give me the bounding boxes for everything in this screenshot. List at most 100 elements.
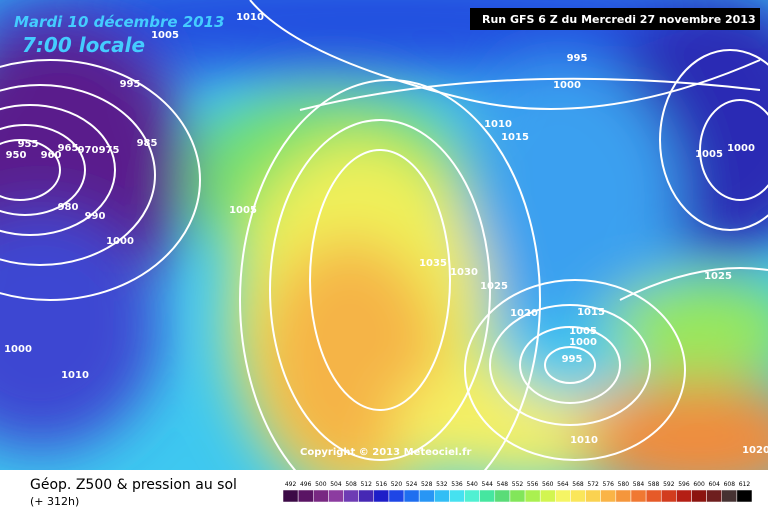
legend-label: 604 <box>708 481 720 488</box>
isobar-label: 1020 <box>510 308 538 319</box>
legend-swatch <box>555 489 571 503</box>
legend-label: 500 <box>315 481 327 488</box>
legend-label: 532 <box>436 481 448 488</box>
isobar-label: 995 <box>567 53 588 64</box>
isobar-label: 995 <box>562 354 583 365</box>
legend-swatch <box>297 489 314 503</box>
isobar-label: 1000 <box>569 337 597 348</box>
legend-label: 556 <box>527 481 539 488</box>
legend-swatch <box>630 489 647 503</box>
legend-label: 592 <box>663 481 675 488</box>
legend-label: 524 <box>406 481 418 488</box>
isobar-label: 995 <box>120 79 141 90</box>
isobar-label: 1020 <box>742 445 768 456</box>
legend-swatch <box>721 489 738 503</box>
isobar-label: 1000 <box>553 80 581 91</box>
legend-swatch <box>706 489 722 503</box>
legend: 492 496 500 504 508 512 516 520 524 528 532 536 540 5… <box>282 481 753 503</box>
legend-label: 512 <box>360 481 372 488</box>
isobar-label: 955 <box>18 139 39 150</box>
isobar-label: 1000 <box>727 143 755 154</box>
legend-swatch <box>328 489 344 503</box>
legend-label: 588 <box>648 481 660 488</box>
legend-swatch <box>373 489 390 503</box>
legend-swatch <box>434 489 450 503</box>
legend-swatch <box>449 489 465 503</box>
isobar-label: 1025 <box>704 271 732 282</box>
legend-swatch <box>479 489 496 503</box>
legend-swatch <box>570 489 586 503</box>
legend-swatch <box>494 489 511 503</box>
isobar-label: 960 <box>41 150 62 161</box>
isobar-label: 1010 <box>570 435 598 446</box>
footer-title: Géop. Z500 & pression au sol <box>30 477 237 493</box>
isobar-label: 1035 <box>419 258 447 269</box>
legend-label: 496 <box>300 481 312 488</box>
legend-label: 540 <box>466 481 478 488</box>
legend-label: 596 <box>678 481 690 488</box>
legend-swatch <box>418 489 435 503</box>
time: 7:00 locale <box>22 33 145 57</box>
isobar-label: 1005 <box>151 30 179 41</box>
isobar-label: 990 <box>85 211 106 222</box>
legend-swatch <box>313 489 329 503</box>
copyright: Copyright © 2013 Meteociel.fr <box>300 447 471 458</box>
run-box <box>470 8 760 30</box>
legend-label: 572 <box>587 481 599 488</box>
legend-swatch <box>691 489 707 503</box>
legend-swatch <box>660 489 677 503</box>
legend-label: 528 <box>421 481 433 488</box>
legend-label: 608 <box>724 481 736 488</box>
isobar-label: 1010 <box>484 119 512 130</box>
legend-label: 504 <box>330 481 342 488</box>
isobar-label: 1015 <box>501 132 529 143</box>
isobar-label: 950 <box>6 150 27 161</box>
legend-label: 560 <box>542 481 554 488</box>
legend-label: 536 <box>451 481 463 488</box>
legend-swatch <box>676 489 692 503</box>
legend-label: 568 <box>572 481 584 488</box>
isobar-label: 980 <box>58 202 79 213</box>
legend-swatch <box>282 489 299 503</box>
legend-swatch <box>539 489 556 503</box>
isobar-label: 1025 <box>480 281 508 292</box>
isobar-label: 965 <box>58 143 79 154</box>
isobar-label: 975 <box>99 145 120 156</box>
isobar-label: 1010 <box>61 370 89 381</box>
legend-label: 516 <box>376 481 388 488</box>
legend-label: 584 <box>633 481 645 488</box>
legend-swatch <box>615 489 632 503</box>
legend-label: 552 <box>512 481 524 488</box>
isobar-label: 985 <box>137 138 158 149</box>
isobar-label: 970 <box>78 145 99 156</box>
legend-label: 544 <box>482 481 494 488</box>
isobar-label: 1015 <box>577 307 605 318</box>
legend-swatch <box>343 489 359 503</box>
legend-swatch <box>403 489 420 503</box>
legend-label: 548 <box>497 481 509 488</box>
legend-swatch <box>600 489 617 503</box>
legend-label: 508 <box>345 481 357 488</box>
legend-label: 564 <box>557 481 569 488</box>
footer-lead: (+ 312h) <box>30 495 79 508</box>
legend-swatch <box>585 489 601 503</box>
isobar-label: 1000 <box>106 236 134 247</box>
legend-label: 612 <box>739 481 751 488</box>
legend-label: 492 <box>285 481 297 488</box>
isobar-label: 1005 <box>229 205 257 216</box>
isobar-label: 1005 <box>695 149 723 160</box>
legend-label: 576 <box>603 481 615 488</box>
legend-swatch <box>645 489 662 503</box>
legend-swatch <box>388 489 405 503</box>
run-info: Run GFS 6 Z du Mercredi 27 novembre 2013 <box>482 13 756 26</box>
date: Mardi 10 décembre 2013 <box>14 13 225 31</box>
legend-swatch <box>358 489 375 503</box>
legend-swatch <box>736 489 753 503</box>
legend-swatch <box>524 489 541 503</box>
isobar-label: 1010 <box>236 12 264 23</box>
isobar-label: 1000 <box>4 344 32 355</box>
legend-swatch <box>464 489 480 503</box>
